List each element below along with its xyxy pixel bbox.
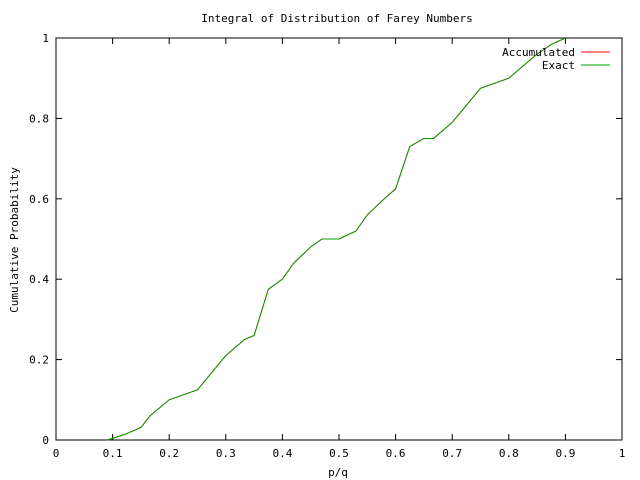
y-tick-label: 0	[42, 434, 49, 447]
x-tick-label: 0.4	[272, 447, 292, 460]
x-tick-label: 0.3	[216, 447, 236, 460]
y-tick-label: 0.4	[29, 273, 49, 286]
y-tick-label: 0.8	[29, 112, 49, 125]
x-tick-label: 0	[53, 447, 60, 460]
x-tick-label: 1	[619, 447, 626, 460]
y-tick-label: 0.2	[29, 354, 49, 367]
x-tick-label: 0.1	[103, 447, 123, 460]
x-tick-label: 0.9	[555, 447, 575, 460]
y-axis-label: Cumulative Probability	[8, 167, 21, 313]
chart-title: Integral of Distribution of Farey Number…	[201, 12, 473, 25]
series-line-exact	[106, 37, 566, 441]
y-tick-label: 0.6	[29, 193, 49, 206]
legend-label-accumulated: Accumulated	[502, 46, 575, 59]
x-tick-label: 0.8	[499, 447, 519, 460]
x-tick-label: 0.6	[386, 447, 406, 460]
x-axis-label: p/q	[328, 466, 348, 479]
x-tick-label: 0.7	[442, 447, 462, 460]
x-tick-label: 0.2	[159, 447, 179, 460]
x-tick-label: 0.5	[329, 447, 349, 460]
y-tick-label: 1	[42, 32, 49, 45]
legend-label-exact: Exact	[542, 59, 575, 72]
